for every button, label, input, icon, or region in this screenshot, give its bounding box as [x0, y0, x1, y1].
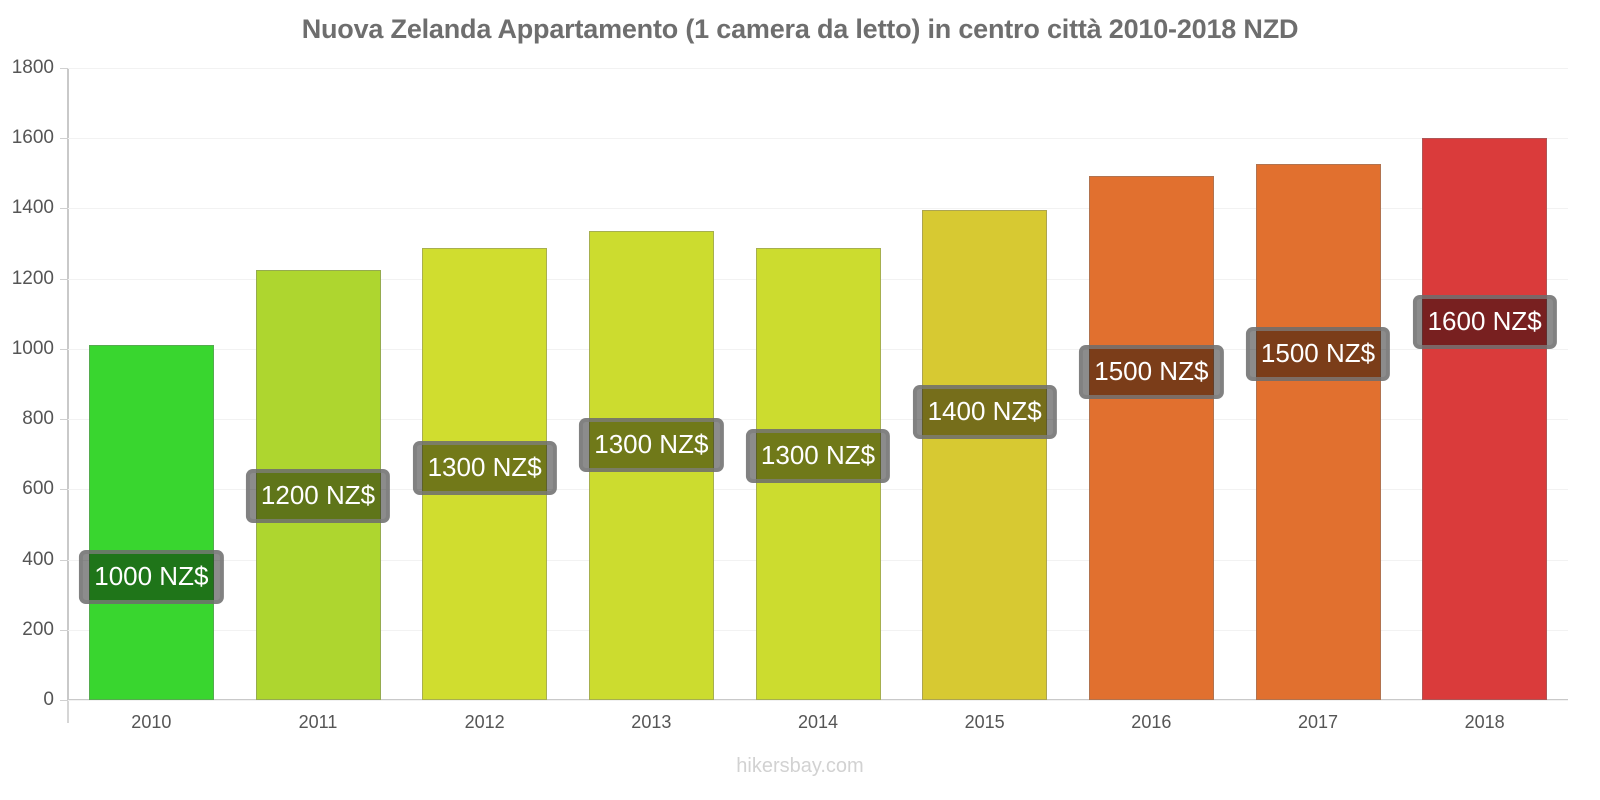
y-tick-mark: [60, 559, 68, 561]
x-tick-label: 2012: [464, 712, 505, 732]
gridline: [60, 208, 1568, 210]
y-tick-label: 1800: [11, 57, 54, 78]
x-axis-origin-tick: [67, 701, 69, 723]
y-tick-label: 600: [22, 478, 54, 500]
y-tick-label: 200: [22, 618, 54, 640]
bar[interactable]: [1255, 163, 1381, 700]
chart-title: Nuova Zelanda Appartamento (1 camera da …: [301, 14, 1299, 44]
bar[interactable]: [422, 247, 548, 700]
y-tick-mark: [60, 419, 68, 421]
y-tick-mark: [60, 348, 68, 350]
bar[interactable]: [922, 210, 1048, 700]
gridline: [60, 138, 1568, 140]
y-tick-label: 0: [43, 689, 54, 710]
y-tick-mark: [60, 138, 68, 140]
bar-value-label: 1300 NZ$: [745, 428, 891, 483]
x-tick-label: 2010: [131, 712, 172, 732]
y-axis-line: [67, 68, 69, 700]
bar-value-label: 1200 NZ$: [245, 468, 391, 523]
bar-value-label: 1300 NZ$: [412, 440, 557, 495]
bar-value-label: 1500 NZ$: [1079, 345, 1224, 400]
x-tick-label: 2013: [631, 712, 672, 732]
y-tick-mark: [60, 629, 68, 631]
gridline: [60, 68, 1568, 69]
footer-credit: hikersbay.com: [736, 755, 864, 777]
x-tick-label: 2014: [797, 712, 839, 732]
y-tick-label: 1600: [11, 127, 54, 149]
bar-value-label: 1600 NZ$: [1412, 295, 1557, 350]
x-tick-label: 2017: [1297, 712, 1339, 732]
bar[interactable]: [1088, 176, 1214, 700]
y-tick-mark: [60, 489, 68, 491]
y-tick-label: 1400: [11, 197, 54, 219]
y-tick-mark: [60, 208, 68, 210]
plot-area: 1000 NZ$ 1200 NZ$ 1300 NZ$ 1300 NZ$ 1300 NZ$…: [60, 68, 1568, 701]
x-tick-label: 2015: [964, 712, 1005, 732]
bar[interactable]: [755, 247, 881, 700]
x-tick-label: 2011: [298, 712, 338, 732]
bar[interactable]: [1422, 138, 1548, 700]
y-tick-mark: [60, 278, 68, 280]
bar-value-label: 1400 NZ$: [912, 385, 1057, 440]
y-tick-label: 800: [22, 408, 54, 430]
bar[interactable]: [255, 269, 381, 700]
y-tick-label: 1000: [11, 337, 54, 359]
y-tick-mark: [60, 700, 68, 701]
y-tick-label: 400: [22, 548, 54, 570]
x-tick-label: 2016: [1131, 712, 1172, 732]
y-tick-mark: [60, 68, 68, 69]
x-tick-label: 2018: [1464, 712, 1505, 732]
bar-value-label: 1300 NZ$: [579, 417, 724, 472]
gridline: [60, 700, 1568, 701]
y-tick-label: 1200: [11, 267, 54, 289]
bar-value-label: 1500 NZ$: [1245, 326, 1391, 381]
bar[interactable]: [88, 345, 214, 700]
bar-value-label: 1000 NZ$: [79, 550, 224, 605]
bar[interactable]: [588, 230, 714, 700]
